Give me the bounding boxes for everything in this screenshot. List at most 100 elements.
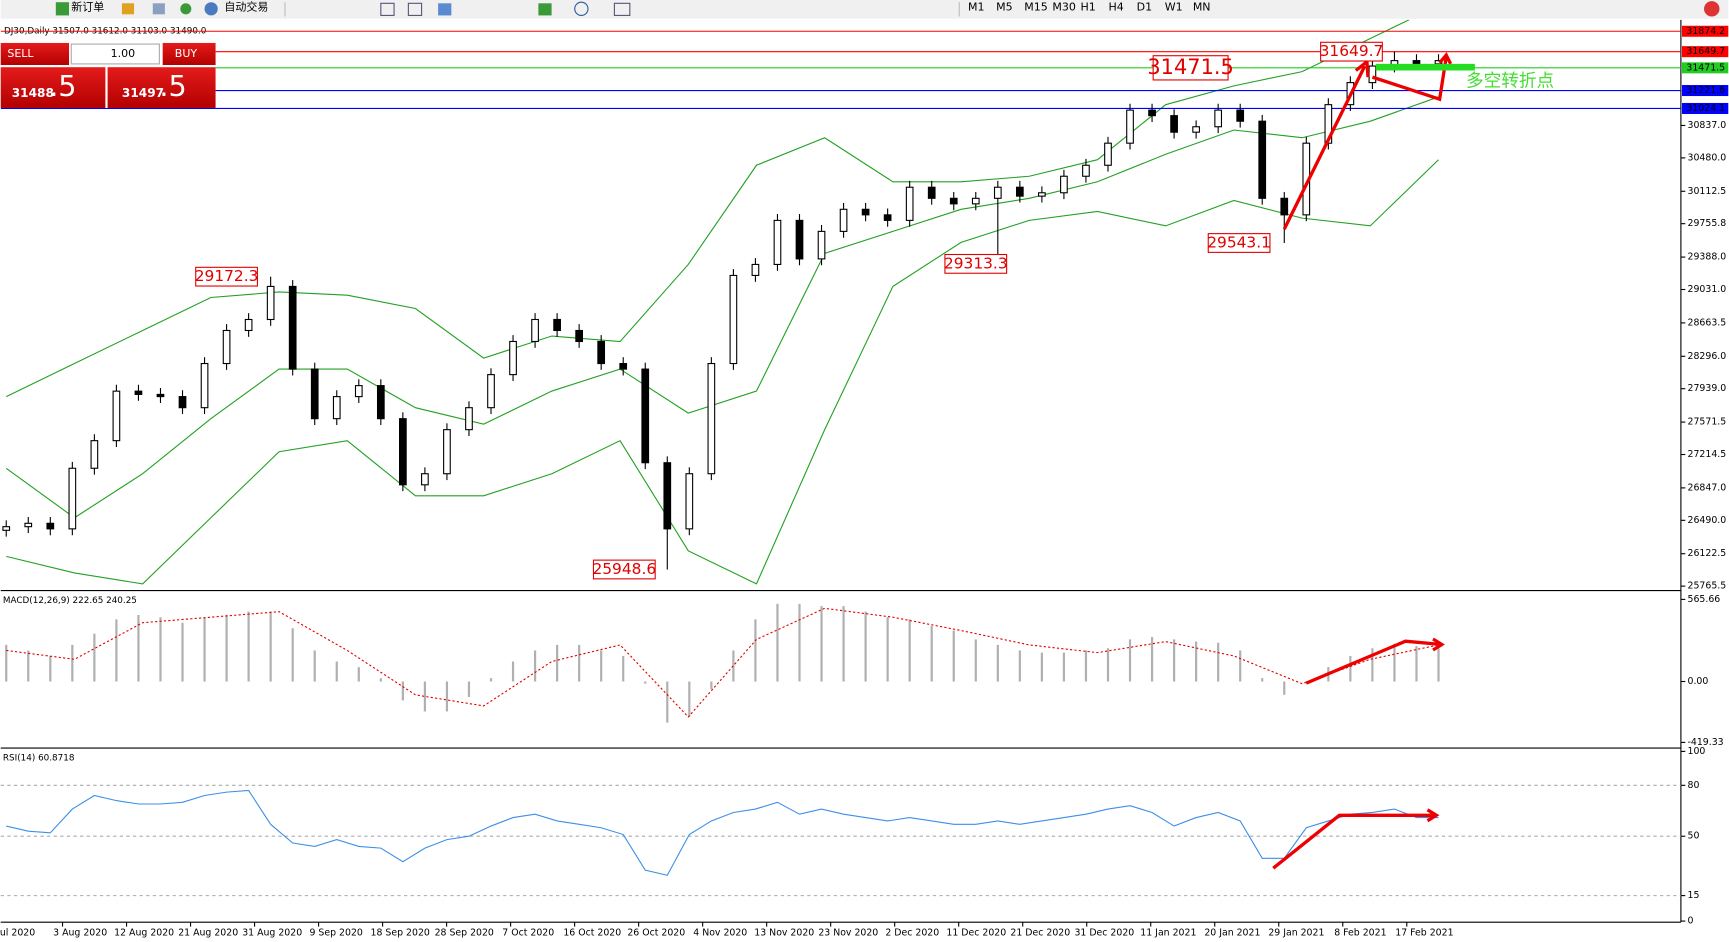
time-axis: Jul 2020 3 Aug 2020 12 Aug 2020 21 Aug 2020… xyxy=(0,922,1454,939)
candle-body xyxy=(685,473,694,530)
timeframes: M1 M5 M15 M30 H1 H4 D1 W1 MN xyxy=(968,1,1210,14)
candle-body xyxy=(332,396,341,420)
x-tick-label: 9 Sep 2020 xyxy=(310,928,363,939)
x-tick-label: Jul 2020 xyxy=(0,928,35,939)
indicators[interactable] xyxy=(538,3,552,16)
candle-body xyxy=(1060,175,1068,194)
arrowhead xyxy=(1426,808,1440,823)
timeframe-button[interactable]: W1 xyxy=(1165,1,1183,14)
candle-body xyxy=(531,318,539,343)
x-tick-label: 20 Jan 2021 xyxy=(1204,928,1260,939)
y-tick-label: 27214.5 xyxy=(1688,449,1727,460)
arrow xyxy=(1305,639,1442,685)
level-tag xyxy=(1682,62,1729,74)
timeframe-button[interactable]: M30 xyxy=(1052,1,1076,14)
periods[interactable] xyxy=(574,1,589,16)
candle-body xyxy=(134,390,143,395)
candle-body xyxy=(751,263,760,276)
x-tick-label: 7 Oct 2020 xyxy=(502,928,554,939)
candle-body xyxy=(24,522,33,528)
y-tick-label: 27939.0 xyxy=(1688,383,1727,394)
alert-icon[interactable] xyxy=(1704,1,1720,17)
candle-body xyxy=(509,340,517,376)
bid-main: 31488 xyxy=(12,86,54,100)
timeframe-button[interactable]: M15 xyxy=(1024,1,1048,14)
sell-button[interactable] xyxy=(0,42,70,66)
lot-input[interactable] xyxy=(70,43,160,65)
x-tick-label: 31 Dec 2020 xyxy=(1074,928,1134,939)
candle-body xyxy=(817,230,826,260)
toolbar-bg xyxy=(0,0,1729,19)
candle-body xyxy=(421,473,429,486)
tile-windows[interactable] xyxy=(438,3,452,16)
candle-body xyxy=(1280,197,1289,216)
level-label: 31221.6 xyxy=(1686,85,1725,96)
x-tick-label: 28 Sep 2020 xyxy=(435,928,494,939)
x-tick-label: 12 Aug 2020 xyxy=(114,928,174,939)
candle-body xyxy=(729,274,738,365)
macd-title: MACD(12,26,9) 222.65 240.25 xyxy=(3,596,137,606)
templates[interactable] xyxy=(613,2,631,16)
y-tick-label: 50 xyxy=(1688,831,1700,842)
x-tick-label: 29 Jan 2021 xyxy=(1268,928,1324,939)
price-annotation: 25948.6 xyxy=(592,560,656,578)
new-order-button[interactable]: 新订单 xyxy=(71,0,104,14)
lot-value[interactable]: 1.00 xyxy=(111,47,136,60)
candle-body xyxy=(68,467,77,530)
timeframe-button[interactable]: M1 xyxy=(968,1,985,14)
one-click-trading-panel: SELL 1.00 BUY 31488 .5 31497 .5 xyxy=(0,41,216,108)
arrow xyxy=(1282,65,1367,230)
candle-body xyxy=(1148,109,1156,117)
sell-label[interactable]: SELL xyxy=(7,47,34,60)
y-tick-label: 29031.0 xyxy=(1688,284,1727,295)
candle-body xyxy=(1412,60,1421,65)
rsi-line xyxy=(6,789,1439,876)
ask-main: 31497 xyxy=(122,86,164,100)
candle-body xyxy=(927,186,936,199)
candle-body xyxy=(244,318,253,332)
zoom-in[interactable] xyxy=(380,2,395,16)
buy-label[interactable]: BUY xyxy=(175,47,198,60)
y-tick-label: 0 xyxy=(1688,916,1694,927)
rsi-panel xyxy=(0,784,1681,897)
new-order-icon[interactable] xyxy=(55,2,70,16)
bid-box[interactable] xyxy=(0,67,106,108)
candle-body xyxy=(839,208,848,232)
candle-body xyxy=(773,219,782,265)
x-tick-label: 31 Aug 2020 xyxy=(242,928,302,939)
buy-button[interactable] xyxy=(162,42,216,66)
candle-body xyxy=(288,285,297,370)
y-tick-label: 28296.0 xyxy=(1688,351,1727,362)
bollinger-lower xyxy=(6,159,1439,585)
zoom-out[interactable] xyxy=(407,2,423,16)
candle-body xyxy=(465,407,473,431)
ask-box[interactable] xyxy=(107,67,216,108)
auto-trading-icon[interactable] xyxy=(204,2,218,16)
candle-body xyxy=(1015,186,1024,197)
macd-signal xyxy=(6,607,1439,718)
toolbar-icon[interactable] xyxy=(121,3,135,15)
x-tick-label: 21 Aug 2020 xyxy=(178,928,238,939)
candle-body xyxy=(1368,65,1377,84)
price-annotation-box xyxy=(944,253,1008,274)
timeframe-button[interactable]: H1 xyxy=(1080,1,1095,14)
timeframe-button[interactable]: H4 xyxy=(1109,1,1124,14)
ask-frac: .5 xyxy=(159,69,186,103)
x-tick-label: 23 Nov 2020 xyxy=(818,928,878,939)
level-tag xyxy=(1682,25,1729,37)
price-annotation-box xyxy=(1152,55,1229,81)
candle-body xyxy=(971,197,980,205)
timeframe-button[interactable]: MN xyxy=(1193,1,1211,14)
y-tick-label: 30480.0 xyxy=(1688,152,1727,163)
arrow xyxy=(1371,57,1448,102)
timeframe-button[interactable]: D1 xyxy=(1137,1,1152,14)
auto-trading-button[interactable]: 自动交易 xyxy=(224,0,268,14)
price-panel xyxy=(0,19,1681,585)
toolbar-icon[interactable] xyxy=(180,3,192,15)
timeframe-button[interactable]: M5 xyxy=(996,1,1013,14)
y-tick-label: 0.00 xyxy=(1688,676,1709,687)
toolbar-icon[interactable] xyxy=(152,3,165,15)
y-tick-label: 30837.0 xyxy=(1688,120,1727,131)
x-tick-label: 8 Feb 2021 xyxy=(1334,928,1386,939)
